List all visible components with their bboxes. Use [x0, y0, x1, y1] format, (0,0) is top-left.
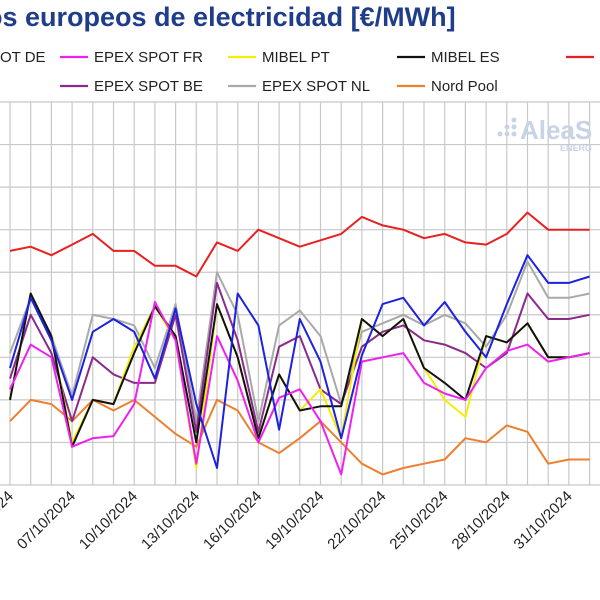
grid — [0, 101, 600, 486]
legend-label-epex-spot-fr: EPEX SPOT FR — [94, 49, 203, 66]
chart-title: os europeos de electricidad [€/MWh] — [0, 2, 456, 32]
x-tick-label: 25/10/2024 — [386, 488, 451, 553]
x-tick-label: 04/10/2024 — [0, 488, 17, 553]
x-tick-label: 16/10/2024 — [200, 488, 265, 553]
legend: OT DE EPEX SPOT FR MIBEL PT MIBEL ES EPEX SP… — [0, 49, 594, 95]
x-tick-label: 28/10/2024 — [449, 488, 514, 553]
legend-label-mibel-es: MIBEL ES — [431, 49, 500, 66]
series-line-epex-spot-nl — [9, 260, 590, 423]
legend-label-epex-spot-be: EPEX SPOT BE — [94, 78, 203, 95]
x-tick-label: 22/10/2024 — [324, 488, 389, 553]
x-tick-label: 07/10/2024 — [14, 488, 79, 553]
series-line-nord-pool — [9, 398, 590, 476]
x-tick-label: 13/10/2024 — [138, 488, 203, 553]
x-tick-label: 10/10/2024 — [76, 488, 141, 553]
series-layer — [9, 211, 590, 476]
logo-text: AleaS — [520, 115, 592, 145]
series-line-epex-spot-de — [9, 254, 590, 469]
logo-subtext: ENERG — [560, 143, 592, 153]
x-tick-labels: 04/10/202407/10/202410/10/202413/10/2024… — [0, 488, 576, 553]
x-tick-label: 31/10/2024 — [511, 488, 576, 553]
alea-logo: AleaS ENERG — [497, 115, 592, 153]
x-tick-label: 19/10/2024 — [262, 488, 327, 553]
legend-label-mibel-pt: MIBEL PT — [262, 49, 330, 66]
legend-label-epex-spot-de: OT DE — [0, 49, 46, 66]
legend-label-epex-spot-nl: EPEX SPOT NL — [262, 78, 370, 95]
series-line-epex-spot-fr — [9, 301, 590, 476]
legend-label-nord-pool: Nord Pool — [431, 78, 498, 95]
series-line-epex-spot-it — [9, 211, 590, 278]
